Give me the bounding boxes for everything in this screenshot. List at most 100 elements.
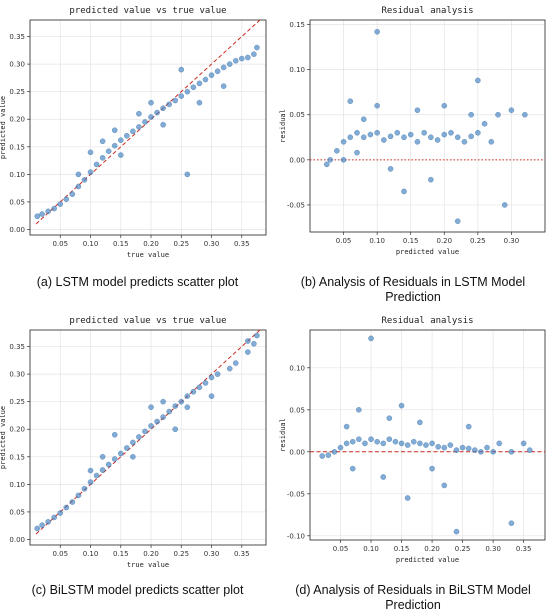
- data-point: [468, 133, 474, 140]
- data-point: [63, 196, 70, 202]
- data-point: [349, 465, 356, 472]
- data-point: [347, 134, 354, 141]
- x-tick-label: 0.20: [436, 237, 452, 245]
- y-tick-label: 0.05: [9, 198, 25, 206]
- y-tick-label: 0.25: [9, 88, 25, 96]
- x-axis-label: true value: [127, 561, 169, 569]
- x-tick-label: 0.10: [83, 550, 99, 558]
- data-point: [124, 445, 130, 451]
- x-axis-label: true value: [127, 251, 169, 259]
- x-tick-label: 0.10: [363, 545, 379, 553]
- data-point: [196, 80, 203, 87]
- data-point: [368, 436, 374, 442]
- data-point: [81, 486, 88, 492]
- y-tick-label: 0.35: [9, 343, 25, 351]
- data-point: [484, 444, 490, 451]
- data-point: [172, 97, 178, 104]
- data-point: [434, 137, 441, 143]
- data-point: [360, 134, 367, 141]
- data-point: [340, 157, 347, 163]
- data-point: [398, 440, 405, 447]
- x-tick-label: 0.25: [455, 545, 471, 553]
- data-point: [130, 128, 136, 135]
- y-axis-label: predicted value: [0, 406, 7, 469]
- plot-frame: [309, 19, 546, 233]
- caption-c: (c) BiLSTM model predicts scatter plot: [31, 583, 244, 597]
- data-point: [172, 426, 178, 432]
- y-tick-label: -0.05: [287, 201, 305, 209]
- data-point: [45, 208, 51, 215]
- data-point: [184, 404, 191, 410]
- data-point: [184, 393, 191, 399]
- data-point: [340, 139, 347, 145]
- y-tick-label: 0.15: [9, 453, 25, 461]
- x-tick-label: 0.30: [204, 240, 220, 248]
- x-tick-label: 0.35: [516, 545, 532, 553]
- data-point: [160, 398, 166, 405]
- data-point: [417, 419, 423, 426]
- y-tick-label: -0.05: [287, 490, 305, 498]
- plot-area: [30, 330, 266, 545]
- data-point: [99, 138, 106, 145]
- data-point: [202, 380, 209, 386]
- chart-c-bilstm-scatter: 0.05 0.10 0.15 0.20 0.25 0.30 0.35 0.00 0.05 0.10…: [0, 316, 267, 569]
- data-point: [51, 514, 57, 521]
- data-point: [148, 99, 154, 106]
- data-point: [404, 495, 411, 501]
- x-tick-label: 0.05: [336, 237, 352, 245]
- reference-line: [35, 329, 261, 535]
- data-point: [130, 454, 136, 460]
- plot-frame: [309, 329, 546, 541]
- data-point: [404, 442, 411, 448]
- data-point: [111, 127, 118, 134]
- data-point: [39, 522, 45, 528]
- data-point: [360, 116, 367, 122]
- data-point: [459, 444, 466, 451]
- y-tick-label: 0.20: [9, 116, 25, 124]
- data-point: [526, 447, 533, 453]
- data-point: [520, 440, 527, 447]
- data-point: [380, 474, 386, 480]
- data-point: [208, 374, 215, 381]
- data-point: [69, 499, 76, 505]
- data-point: [386, 415, 393, 421]
- data-point: [428, 134, 434, 141]
- data-point: [57, 201, 64, 207]
- data-point: [148, 114, 154, 120]
- x-tick-label: 0.20: [424, 545, 440, 553]
- data-point: [327, 157, 333, 163]
- data-point: [421, 130, 427, 136]
- y-axis-label: predicted value: [0, 96, 7, 159]
- plot-area: [310, 330, 545, 540]
- data-point: [448, 130, 454, 136]
- data-point: [453, 447, 460, 453]
- chart-title: predicted value vs true value: [69, 316, 226, 326]
- data-point: [245, 54, 251, 61]
- data-point: [136, 110, 142, 117]
- data-point: [401, 134, 407, 141]
- data-point: [142, 119, 148, 125]
- data-point: [441, 482, 448, 489]
- y-tick-label: 0.00: [9, 536, 25, 544]
- data-point: [87, 479, 94, 485]
- data-point: [148, 404, 154, 410]
- data-point: [111, 456, 118, 462]
- plot-frame: [29, 19, 267, 236]
- data-point: [343, 423, 350, 430]
- data-point: [334, 148, 340, 154]
- y-tick-label: 0.00: [289, 156, 305, 164]
- data-point: [368, 335, 374, 342]
- data-point: [447, 442, 454, 448]
- data-point: [87, 467, 94, 474]
- caption-a: (a) LSTM model predicts scatter plot: [36, 275, 239, 289]
- data-point: [254, 44, 260, 51]
- data-point: [39, 211, 45, 217]
- x-tick-label: 0.35: [234, 550, 250, 558]
- y-tick-label: 0.35: [9, 33, 25, 41]
- data-point: [254, 332, 260, 339]
- data-point: [454, 218, 461, 224]
- data-point: [387, 166, 394, 172]
- data-point: [453, 528, 460, 535]
- caption-d: (d) Analysis of Residuals in BiLSTM Mode…: [295, 583, 531, 612]
- y-axis-label: residual: [279, 109, 287, 143]
